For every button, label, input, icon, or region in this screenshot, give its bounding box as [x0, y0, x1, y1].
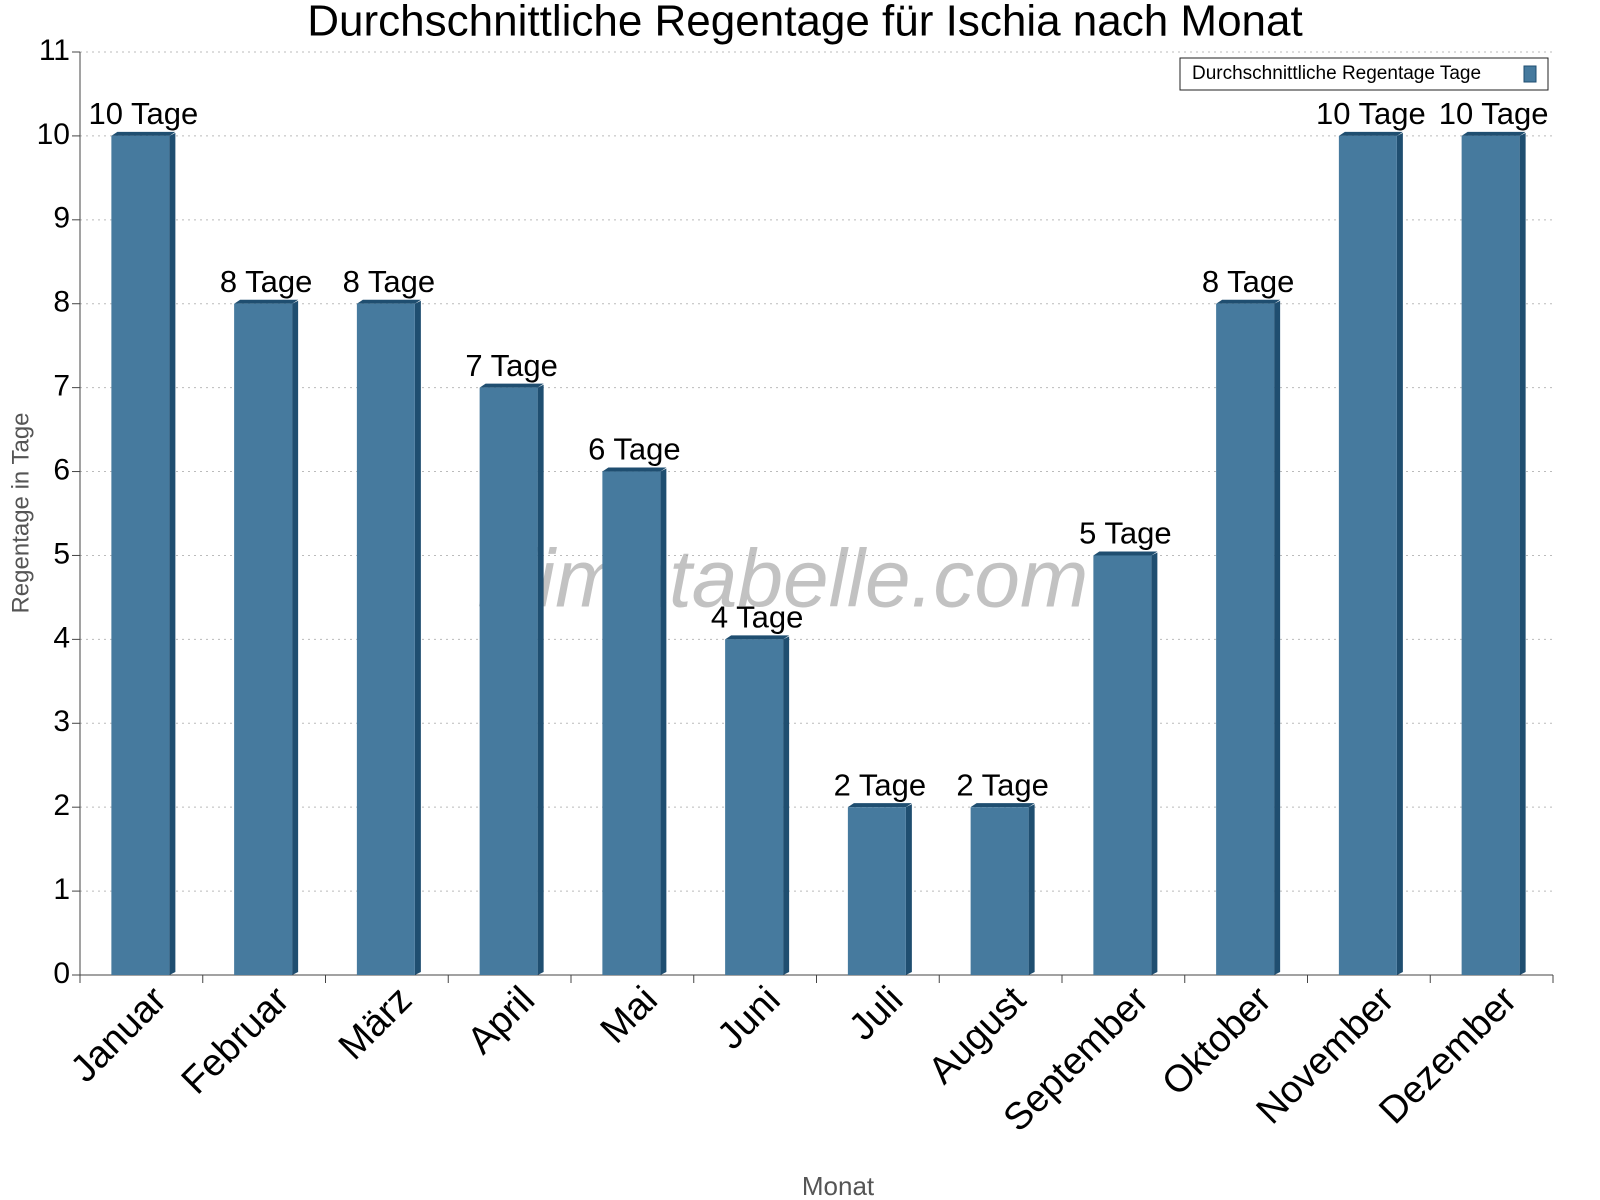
x-axis-label: Monat [802, 1171, 875, 1200]
y-tick-label: 3 [53, 705, 70, 738]
bar-side [1028, 804, 1035, 975]
bar-side [1151, 552, 1158, 975]
bar-side [783, 636, 790, 975]
value-label: 8 Tage [343, 264, 436, 299]
bar [1338, 135, 1397, 976]
bar-top [1461, 131, 1526, 136]
legend-box [1179, 57, 1549, 91]
y-tick-label: 5 [53, 537, 70, 570]
bar-top [111, 131, 176, 136]
bar [111, 135, 170, 976]
bar-top [1216, 299, 1281, 304]
bar [479, 387, 538, 975]
value-label: 10 Tage [1439, 96, 1549, 131]
value-label: 2 Tage [834, 767, 927, 802]
y-tick-label: 6 [53, 453, 70, 486]
bar [602, 471, 661, 975]
watermark: klimatabelle.com [478, 534, 1089, 625]
value-label: 8 Tage [1202, 264, 1295, 299]
bar [1216, 303, 1275, 975]
bar [970, 807, 1029, 975]
bar [234, 303, 293, 975]
chart-title: Durchschnittliche Regentage für Ischia n… [307, 0, 1302, 46]
value-label: 10 Tage [88, 96, 198, 131]
y-tick-label: 1 [53, 873, 70, 906]
x-tick-label: Juli [841, 979, 911, 1049]
value-label: 10 Tage [1316, 96, 1426, 131]
bar [847, 807, 906, 975]
value-label: 4 Tage [711, 600, 804, 635]
x-tick-label: Mai [593, 979, 666, 1052]
bar-side [292, 300, 299, 975]
bar-top [479, 383, 544, 388]
bar-side [537, 384, 544, 975]
bar [1461, 135, 1520, 976]
x-tick-label: Januar [63, 979, 175, 1091]
y-tick-label: 9 [53, 202, 70, 235]
y-tick-label: 8 [53, 286, 70, 319]
value-label: 7 Tage [465, 348, 558, 383]
bar-top [970, 803, 1035, 808]
bar-side [1519, 132, 1526, 976]
bar-side [414, 300, 421, 975]
y-axis-label: Regentage in Tage [7, 412, 34, 613]
y-tick-label: 7 [53, 370, 70, 403]
bar-side [660, 468, 667, 975]
y-tick-label: 0 [53, 957, 70, 990]
bar-top [602, 467, 667, 472]
x-tick-label: Oktober [1154, 979, 1280, 1105]
bar-top [356, 299, 421, 304]
value-label: 2 Tage [956, 767, 1049, 802]
bar-side [905, 804, 912, 975]
x-tick-label: August [921, 978, 1035, 1092]
x-tick-label: Juni [710, 979, 789, 1058]
y-tick-label: 2 [53, 789, 70, 822]
bar-top [725, 635, 790, 640]
y-tick-label: 10 [37, 118, 70, 151]
bar-side [1396, 132, 1403, 976]
bar-top [847, 803, 912, 808]
bar-side [169, 132, 176, 976]
x-tick-label: März [331, 979, 420, 1068]
y-tick-label: 4 [53, 621, 70, 654]
x-tick-label: Februar [174, 979, 298, 1103]
bar-side [1274, 300, 1281, 975]
x-tick-label: April [460, 979, 543, 1062]
bar [356, 303, 415, 975]
legend-swatch [1523, 65, 1537, 83]
value-label: 8 Tage [220, 264, 313, 299]
value-label: 5 Tage [1079, 516, 1172, 551]
bar [1093, 555, 1152, 975]
bar-top [1338, 131, 1403, 136]
y-tick-label: 11 [39, 34, 70, 67]
bar-top [1093, 551, 1158, 556]
bar [725, 639, 784, 975]
legend-label: Durchschnittliche Regentage Tage [1192, 63, 1481, 84]
bar-top [234, 299, 299, 304]
value-label: 6 Tage [588, 432, 681, 467]
